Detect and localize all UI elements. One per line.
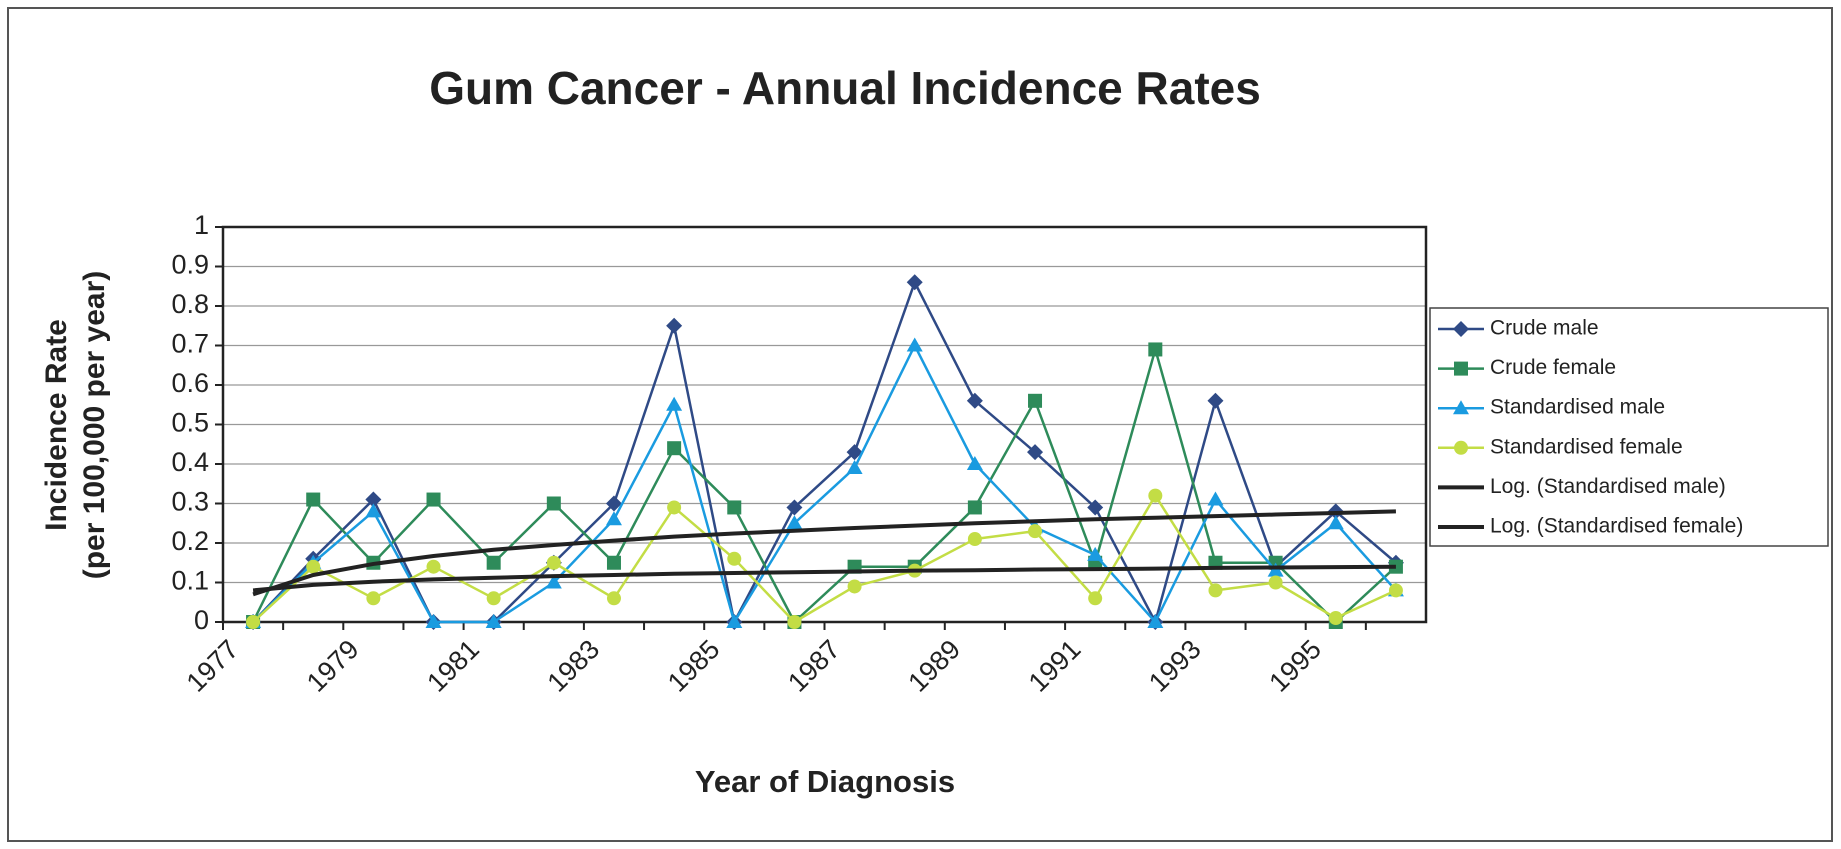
y-tick-label: 0.9	[171, 250, 209, 280]
legend-label: Standardised male	[1490, 396, 1665, 419]
legend-label: Log. (Standardised male)	[1490, 475, 1726, 498]
x-tick-label: 1985	[662, 634, 726, 698]
marker	[787, 615, 802, 629]
legend-label: Crude male	[1490, 317, 1599, 340]
marker	[1453, 400, 1469, 415]
trend-line	[252, 564, 1396, 593]
marker	[365, 503, 382, 518]
marker	[1028, 393, 1043, 408]
x-tick-label: 1995	[1263, 634, 1327, 698]
x-tick-label: 1979	[301, 634, 365, 698]
x-tick-label: 1993	[1143, 634, 1207, 698]
y-tick-label: 0.6	[171, 368, 209, 398]
marker	[1027, 444, 1044, 461]
marker	[1328, 611, 1343, 626]
x-tick-label: 1989	[902, 634, 966, 698]
marker	[966, 392, 983, 409]
legend-label: Log. (Standardised female)	[1490, 515, 1743, 538]
y-tick-label: 0.7	[171, 329, 209, 359]
marker	[847, 579, 862, 594]
marker	[1454, 361, 1468, 376]
marker	[606, 555, 621, 570]
marker	[1268, 575, 1283, 590]
marker	[1388, 583, 1403, 598]
marker	[727, 551, 742, 566]
marker	[1147, 614, 1164, 628]
chart-border	[7, 7, 1833, 842]
marker	[727, 500, 742, 515]
marker	[1148, 342, 1163, 357]
marker	[786, 499, 803, 516]
y-tick-label: 0.5	[171, 408, 209, 438]
marker	[966, 456, 983, 470]
marker	[246, 615, 261, 629]
y-axis-label: Incidence Rate	[40, 319, 73, 531]
marker	[1207, 491, 1224, 506]
marker	[667, 441, 682, 456]
y-tick-label: 0	[194, 605, 209, 635]
chart-title: Gum Cancer - Annual Incidence Rates	[429, 62, 1261, 114]
marker	[967, 532, 982, 547]
marker	[1087, 546, 1104, 561]
trend-line	[252, 509, 1396, 597]
marker	[967, 500, 982, 515]
y-tick-label: 1	[194, 210, 209, 240]
marker	[366, 591, 381, 606]
y-tick-label: 0.1	[171, 566, 209, 596]
x-axis-label: Year of Diagnosis	[695, 764, 955, 799]
marker	[1148, 488, 1163, 503]
marker	[546, 555, 561, 570]
marker	[846, 459, 863, 474]
marker	[1454, 440, 1468, 455]
marker	[726, 614, 743, 628]
marker	[667, 500, 682, 515]
marker	[666, 396, 683, 411]
marker	[426, 492, 441, 507]
marker	[486, 555, 501, 570]
y-axis-label: (per 100,000 per year)	[78, 271, 111, 580]
marker	[545, 574, 562, 589]
marker	[1208, 583, 1223, 598]
y-tick-label: 0.8	[171, 289, 209, 319]
marker	[306, 559, 321, 574]
series-line	[251, 348, 1397, 624]
marker	[306, 492, 321, 507]
legend-label: Crude female	[1490, 356, 1616, 379]
marker	[666, 317, 683, 334]
marker	[1327, 515, 1344, 530]
marker	[485, 614, 502, 628]
marker	[906, 274, 923, 291]
marker	[846, 444, 863, 461]
y-tick-label: 0.4	[171, 447, 209, 477]
series-line	[252, 344, 1397, 624]
x-tick-label: 1977	[181, 634, 245, 698]
marker	[786, 515, 803, 530]
marker	[906, 337, 923, 352]
marker	[1088, 591, 1103, 606]
marker	[365, 491, 382, 508]
x-tick-label: 1991	[1023, 634, 1087, 698]
marker	[1207, 392, 1224, 409]
series-line	[252, 494, 1397, 624]
marker	[1028, 524, 1043, 539]
marker	[1453, 321, 1469, 337]
marker	[1087, 499, 1104, 516]
marker	[1267, 562, 1284, 577]
legend-label: Standardised female	[1490, 435, 1683, 458]
x-tick-label: 1983	[542, 634, 606, 698]
marker	[605, 495, 622, 512]
marker	[486, 591, 501, 606]
legend-box	[1429, 307, 1829, 547]
marker	[425, 614, 442, 628]
y-tick-label: 0.3	[171, 487, 209, 517]
y-tick-label: 0.2	[171, 526, 209, 556]
marker	[605, 511, 622, 526]
marker	[546, 496, 561, 511]
x-tick-label: 1987	[782, 634, 846, 698]
marker	[606, 591, 621, 606]
marker	[426, 559, 441, 574]
x-tick-label: 1981	[421, 634, 485, 698]
